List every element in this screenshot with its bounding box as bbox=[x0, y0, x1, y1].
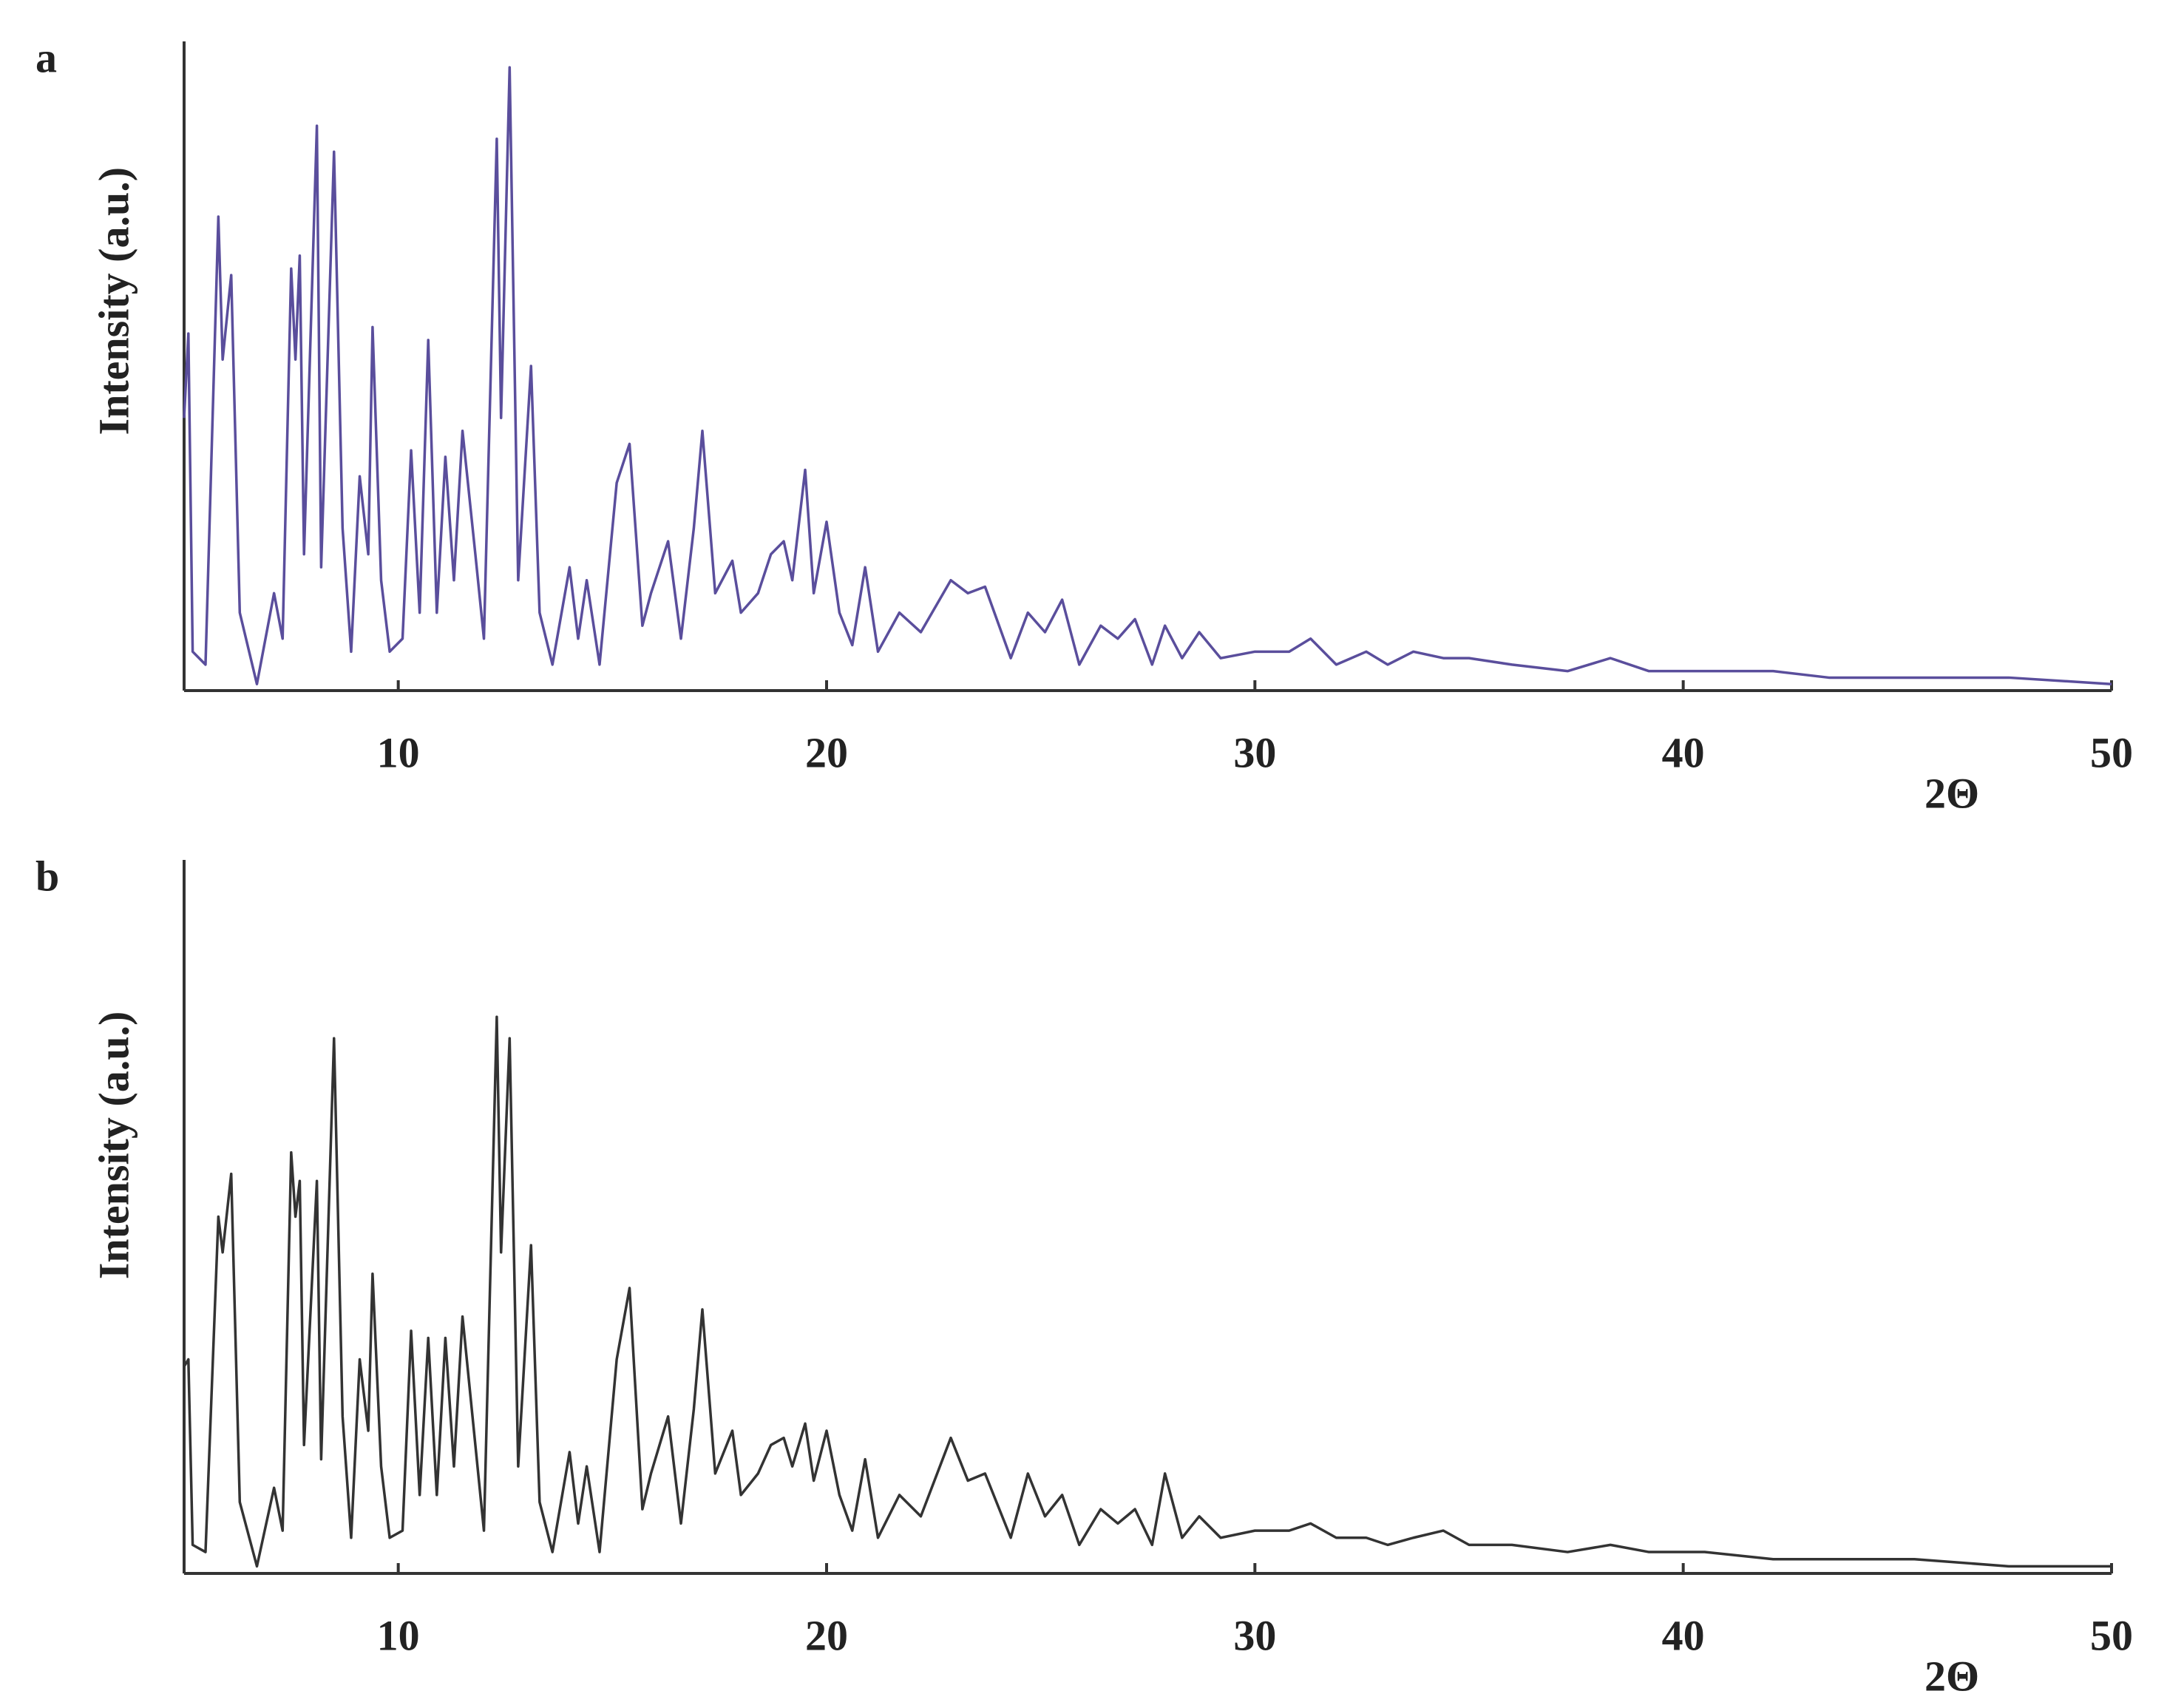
panel-label: a bbox=[35, 33, 57, 81]
x-tick-label: 40 bbox=[1662, 728, 1705, 776]
x-axis-label: 2Θ bbox=[1924, 769, 1979, 817]
x-tick-label: 10 bbox=[377, 1611, 420, 1659]
x-tick-label: 20 bbox=[805, 1611, 848, 1659]
y-axis-label: Intensity (a.u.) bbox=[89, 167, 138, 436]
data-line bbox=[183, 66, 2112, 685]
x-tick-label: 40 bbox=[1662, 1611, 1705, 1659]
panel-label: b bbox=[35, 852, 59, 900]
x-tick-label: 30 bbox=[1233, 728, 1276, 776]
x-tick-label: 50 bbox=[2090, 1611, 2133, 1659]
y-axis-label: Intensity (a.u.) bbox=[89, 1011, 138, 1280]
x-axis-label: 2Θ bbox=[1924, 1652, 1979, 1700]
x-tick-label: 30 bbox=[1233, 1611, 1276, 1659]
data-line bbox=[183, 1015, 2112, 1568]
x-tick-label: 20 bbox=[805, 728, 848, 776]
x-tick-label: 10 bbox=[377, 728, 420, 776]
x-tick-label: 50 bbox=[2090, 728, 2133, 776]
